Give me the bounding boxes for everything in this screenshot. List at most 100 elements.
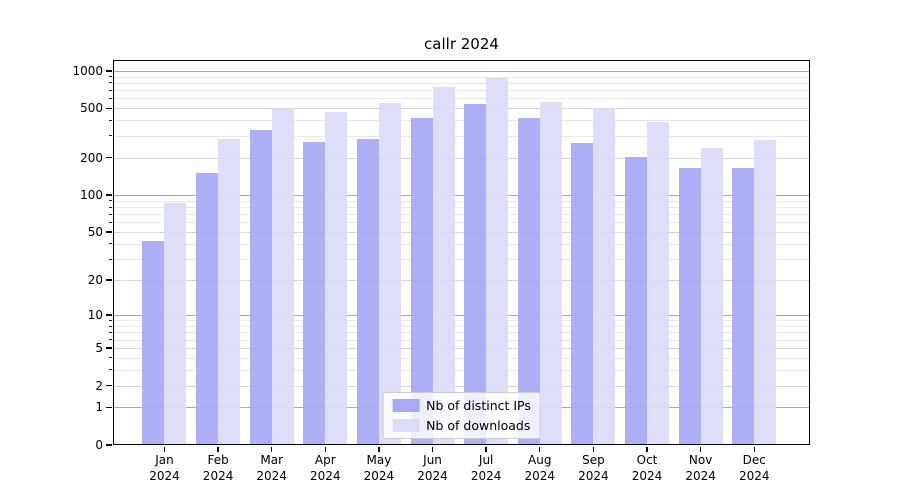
x-tick-label: Jan 2024 — [149, 453, 180, 484]
gridline-minor — [113, 98, 810, 100]
y-tick — [106, 157, 112, 159]
legend-label: Nb of downloads — [426, 418, 531, 433]
y-tick-minor — [108, 119, 112, 121]
x-tick-label: Oct 2024 — [632, 453, 663, 484]
x-tick-month: Apr — [314, 453, 336, 467]
x-tick-month: Dec — [742, 453, 766, 467]
gridline-minor — [113, 90, 810, 92]
legend-swatch — [392, 419, 420, 432]
x-tick — [699, 446, 702, 452]
bar-nb-of-distinct-ips-jul — [464, 103, 487, 445]
gridline-minor — [113, 82, 810, 84]
gridline-minor — [113, 320, 810, 322]
y-tick-minor — [108, 325, 112, 327]
bar-nb-of-downloads-aug — [539, 102, 562, 445]
x-tick-year: 2024 — [685, 468, 716, 483]
bar-nb-of-distinct-ips-mar — [249, 129, 272, 445]
gridline-major — [113, 108, 810, 110]
x-tick — [324, 446, 326, 452]
bar-nb-of-downloads-oct — [647, 121, 669, 445]
x-tick-month: Jan — [155, 453, 174, 467]
gridline-major — [113, 157, 810, 159]
y-tick-minor — [108, 331, 112, 333]
gridline-minor — [113, 339, 810, 341]
bar-nb-of-distinct-ips-jun — [410, 117, 433, 445]
gridline-minor — [113, 214, 810, 216]
y-tick-minor — [108, 213, 112, 215]
x-tick-label: May 2024 — [364, 453, 395, 484]
bar-nb-of-distinct-ips-oct — [625, 157, 647, 445]
y-tick-label: 10 — [87, 308, 103, 323]
y-tick-minor — [108, 221, 112, 223]
legend: Nb of distinct IPs Nb of downloads — [382, 392, 541, 439]
x-tick-label: Dec 2024 — [739, 453, 770, 484]
y-tick-minor — [108, 82, 112, 84]
y-tick — [106, 231, 112, 233]
y-tick-label: 200 — [80, 150, 103, 165]
x-tick-year: 2024 — [738, 468, 770, 483]
x-tick-label: Feb 2024 — [203, 453, 234, 484]
gridline-minor — [113, 222, 810, 224]
y-tick — [106, 444, 112, 446]
bar-nb-of-downloads-may — [378, 102, 401, 445]
x-tick — [163, 446, 166, 452]
gridline-minor — [113, 243, 810, 245]
x-tick-year: 2024 — [470, 468, 502, 483]
gridline-minor — [113, 357, 810, 359]
x-tick-year: 2024 — [578, 468, 609, 483]
x-tick-year: 2024 — [417, 468, 448, 483]
x-tick-month: Jul — [478, 453, 494, 467]
bar-nb-of-downloads-jul — [486, 78, 509, 445]
y-tick-minor — [108, 97, 112, 99]
y-tick-minor — [108, 319, 112, 321]
bar-nb-of-distinct-ips-jan — [142, 241, 165, 445]
y-tick-label: 5 — [95, 340, 103, 355]
x-tick-label: Jun 2024 — [417, 453, 448, 484]
y-tick-label: 1000 — [72, 63, 103, 78]
bar-nb-of-downloads-jan — [164, 203, 187, 445]
bar-nb-of-downloads-apr — [325, 111, 348, 445]
y-tick — [106, 107, 112, 110]
x-tick — [592, 446, 595, 452]
gridline-minor — [113, 207, 810, 208]
y-tick-minor — [108, 200, 112, 202]
y-tick-label: 100 — [80, 188, 103, 203]
x-tick-year: 2024 — [631, 468, 663, 483]
x-tick-year: 2024 — [363, 468, 395, 483]
y-tick-label: 1 — [95, 400, 103, 415]
y-tick-minor — [108, 357, 112, 359]
x-tick-month: Sep — [582, 453, 605, 467]
legend-item: Nb of downloads — [392, 418, 531, 433]
y-tick-label: 500 — [80, 101, 103, 116]
y-tick-label: 2 — [95, 378, 103, 393]
x-tick — [378, 446, 380, 452]
x-tick-year: 2024 — [310, 468, 341, 483]
gridline-major — [113, 315, 810, 317]
gridline-minor — [113, 332, 810, 334]
x-tick — [753, 446, 755, 452]
gridline-minor — [113, 200, 810, 202]
x-tick-year: 2024 — [202, 468, 234, 483]
x-tick-month: Mar — [260, 453, 284, 467]
x-tick-label: Mar 2024 — [256, 453, 287, 484]
legend-label: Nb of distinct IPs — [426, 398, 531, 413]
x-tick — [217, 446, 219, 452]
gridline-minor — [113, 120, 810, 122]
bar-nb-of-distinct-ips-nov — [678, 168, 701, 445]
y-tick-minor — [108, 206, 112, 208]
y-tick-label: 50 — [87, 225, 103, 240]
bar-nb-of-distinct-ips-feb — [196, 173, 219, 445]
x-tick-year: 2024 — [524, 468, 556, 483]
bar-nb-of-downloads-sep — [593, 107, 616, 445]
y-tick — [106, 347, 112, 349]
x-tick — [646, 446, 648, 452]
gridline-minor — [113, 326, 810, 327]
x-tick-label: Nov 2024 — [685, 453, 716, 484]
x-tick-year: 2024 — [256, 468, 287, 483]
gridline-major — [113, 232, 810, 234]
x-tick — [539, 446, 541, 452]
bar-nb-of-distinct-ips-dec — [732, 168, 755, 445]
x-tick-label: Apr 2024 — [310, 453, 341, 484]
gridline-minor — [113, 259, 810, 261]
